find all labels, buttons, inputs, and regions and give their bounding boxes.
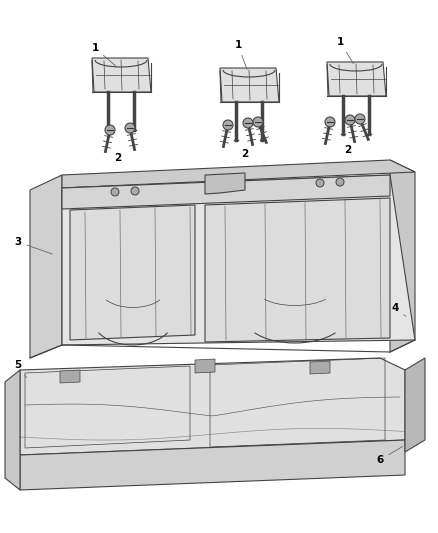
Text: 1: 1 <box>234 40 247 69</box>
Polygon shape <box>62 175 390 209</box>
Circle shape <box>345 115 355 125</box>
Circle shape <box>105 125 115 135</box>
Polygon shape <box>205 173 245 194</box>
Circle shape <box>236 181 244 189</box>
Text: 6: 6 <box>376 447 403 465</box>
Polygon shape <box>30 175 62 358</box>
Polygon shape <box>60 370 80 383</box>
Text: 3: 3 <box>14 237 53 254</box>
Text: 5: 5 <box>14 360 26 378</box>
Polygon shape <box>20 358 405 455</box>
Circle shape <box>216 182 224 190</box>
Circle shape <box>111 188 119 196</box>
Circle shape <box>125 123 135 133</box>
Circle shape <box>223 120 233 130</box>
Text: 1: 1 <box>92 43 116 66</box>
Polygon shape <box>205 198 390 342</box>
Polygon shape <box>220 68 279 102</box>
Circle shape <box>336 178 344 186</box>
Text: 2: 2 <box>114 153 122 163</box>
Polygon shape <box>62 160 415 188</box>
Polygon shape <box>20 440 405 490</box>
Circle shape <box>316 179 324 187</box>
Polygon shape <box>390 160 415 352</box>
Circle shape <box>253 117 263 127</box>
Polygon shape <box>92 58 151 92</box>
Polygon shape <box>327 62 386 96</box>
Text: 2: 2 <box>344 145 352 155</box>
Circle shape <box>355 114 365 124</box>
Circle shape <box>325 117 335 127</box>
Polygon shape <box>62 175 415 345</box>
Circle shape <box>243 118 253 128</box>
Text: 4: 4 <box>391 303 406 316</box>
Polygon shape <box>405 358 425 452</box>
Polygon shape <box>310 361 330 374</box>
Polygon shape <box>195 359 215 373</box>
Circle shape <box>131 187 139 195</box>
Text: 2: 2 <box>241 149 249 159</box>
Text: 1: 1 <box>336 37 353 63</box>
Polygon shape <box>5 370 20 490</box>
Polygon shape <box>70 205 195 340</box>
